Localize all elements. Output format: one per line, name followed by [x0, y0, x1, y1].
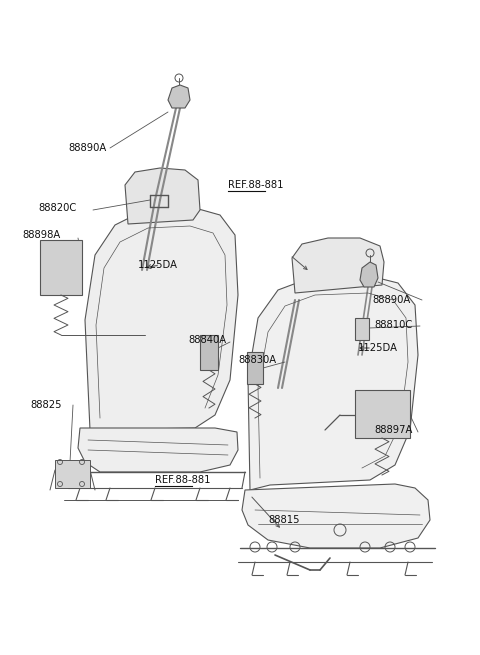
Text: 88825: 88825: [30, 400, 61, 410]
Polygon shape: [78, 428, 238, 472]
Polygon shape: [242, 484, 430, 548]
FancyBboxPatch shape: [55, 460, 90, 488]
Polygon shape: [248, 276, 418, 490]
Polygon shape: [360, 262, 378, 287]
Text: 1125DA: 1125DA: [358, 343, 398, 353]
Text: REF.88-881: REF.88-881: [228, 180, 284, 190]
FancyBboxPatch shape: [355, 390, 410, 438]
FancyBboxPatch shape: [247, 352, 263, 384]
Text: 88815: 88815: [268, 515, 300, 525]
FancyBboxPatch shape: [40, 240, 82, 295]
Polygon shape: [168, 85, 190, 108]
Text: 88840A: 88840A: [188, 335, 226, 345]
Polygon shape: [85, 208, 238, 430]
Text: REF.88-881: REF.88-881: [155, 475, 211, 485]
Text: 88890A: 88890A: [372, 295, 410, 305]
FancyBboxPatch shape: [355, 318, 369, 340]
Text: 88890A: 88890A: [68, 143, 106, 153]
Text: 1125DA: 1125DA: [138, 260, 178, 270]
Text: 88810C: 88810C: [374, 320, 412, 330]
FancyBboxPatch shape: [200, 335, 218, 370]
Text: 88898A: 88898A: [22, 230, 60, 240]
Text: 88830A: 88830A: [238, 355, 276, 365]
Polygon shape: [125, 168, 200, 224]
Text: 88820C: 88820C: [38, 203, 76, 213]
Polygon shape: [292, 238, 384, 293]
Text: 88897A: 88897A: [374, 425, 412, 435]
